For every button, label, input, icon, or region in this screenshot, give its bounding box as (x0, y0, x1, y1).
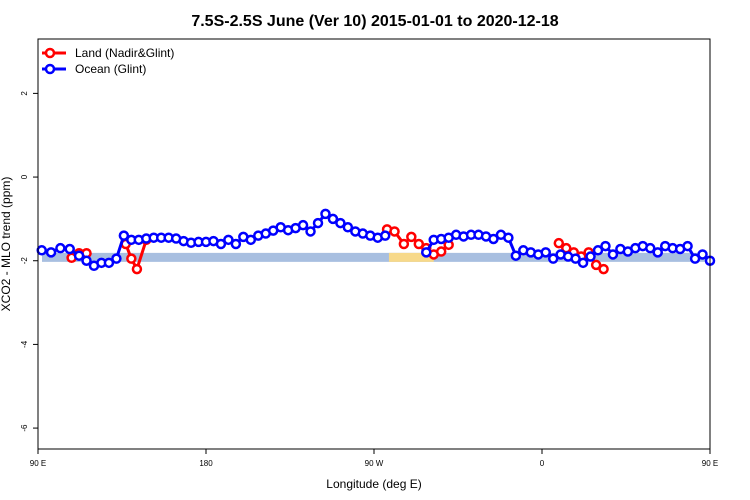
chart-title: 7.5S-2.5S June (Ver 10) 2015-01-01 to 20… (191, 13, 558, 30)
legend-item-land: Land (Nadir&Glint) (42, 46, 174, 60)
data-point (577, 257, 589, 269)
legend-item-ocean: Ocean (Glint) (42, 62, 146, 76)
data-point (645, 242, 656, 254)
data-point (540, 247, 551, 258)
data-point (245, 234, 257, 246)
data-point (342, 222, 354, 233)
data-point (389, 226, 400, 237)
data-point (398, 238, 410, 250)
data-point (421, 247, 432, 258)
y-tick-label: 2 (20, 91, 29, 96)
data-point (510, 250, 522, 261)
data-point (36, 245, 47, 256)
y-tick-label: -2 (20, 257, 29, 265)
data-point (312, 217, 324, 229)
data-point (553, 237, 565, 249)
data-point (118, 230, 130, 241)
data-point (297, 219, 309, 231)
x-tick-label: 90 E (702, 459, 718, 468)
data-point (682, 240, 693, 252)
data-point (598, 263, 609, 275)
data-point (55, 242, 66, 254)
data-point (590, 259, 602, 271)
y-axis: 2 0 -2 -4 -6 (20, 91, 38, 432)
data-point (305, 226, 316, 237)
data-point (223, 234, 234, 246)
data-point (503, 232, 514, 243)
legend-swatch-marker (44, 63, 56, 75)
data-point (335, 217, 346, 229)
data-point (652, 247, 663, 258)
legend-swatch-marker (44, 47, 56, 59)
data-point (488, 233, 499, 245)
x-axis: 90 E 180 90 W 0 90 E (30, 449, 718, 468)
y-axis-label: XCO2 - MLO trend (ppm) (0, 177, 13, 312)
data-point (327, 213, 339, 225)
data-point (126, 253, 137, 264)
data-point (592, 245, 604, 256)
data-point (64, 243, 75, 255)
legend-label: Land (Nadir&Glint) (75, 46, 174, 60)
data-point (103, 257, 115, 269)
x-tick-label: 90 W (365, 459, 384, 468)
series-ocean (36, 208, 716, 272)
data-point (45, 247, 57, 258)
legend: Land (Nadir&Glint) Ocean (Glint) (42, 46, 174, 76)
data-point (111, 253, 122, 264)
series-layer (36, 208, 716, 275)
x-tick-label: 90 E (30, 459, 46, 468)
data-point (379, 230, 391, 241)
data-point (81, 255, 92, 266)
data-point (230, 238, 242, 250)
series-line (124, 239, 148, 273)
y-tick-label: -4 (20, 340, 29, 348)
data-point (585, 251, 596, 262)
x-tick-label: 0 (540, 459, 545, 468)
data-point (215, 238, 227, 250)
data-point (413, 238, 425, 250)
data-point (697, 249, 708, 260)
data-point (689, 253, 701, 264)
data-point (435, 246, 447, 257)
data-point (570, 253, 581, 264)
x-tick-label: 180 (199, 459, 213, 468)
data-point (131, 263, 143, 275)
data-point (73, 250, 85, 261)
legend-label: Ocean (Glint) (75, 62, 146, 76)
data-point (600, 240, 611, 252)
y-tick-label: -6 (20, 424, 29, 432)
y-tick-label: 0 (20, 174, 29, 179)
data-point (607, 249, 619, 260)
data-point (406, 231, 417, 243)
data-point (547, 253, 559, 264)
x-axis-label: Longitude (deg E) (326, 477, 421, 491)
data-point (320, 208, 331, 220)
